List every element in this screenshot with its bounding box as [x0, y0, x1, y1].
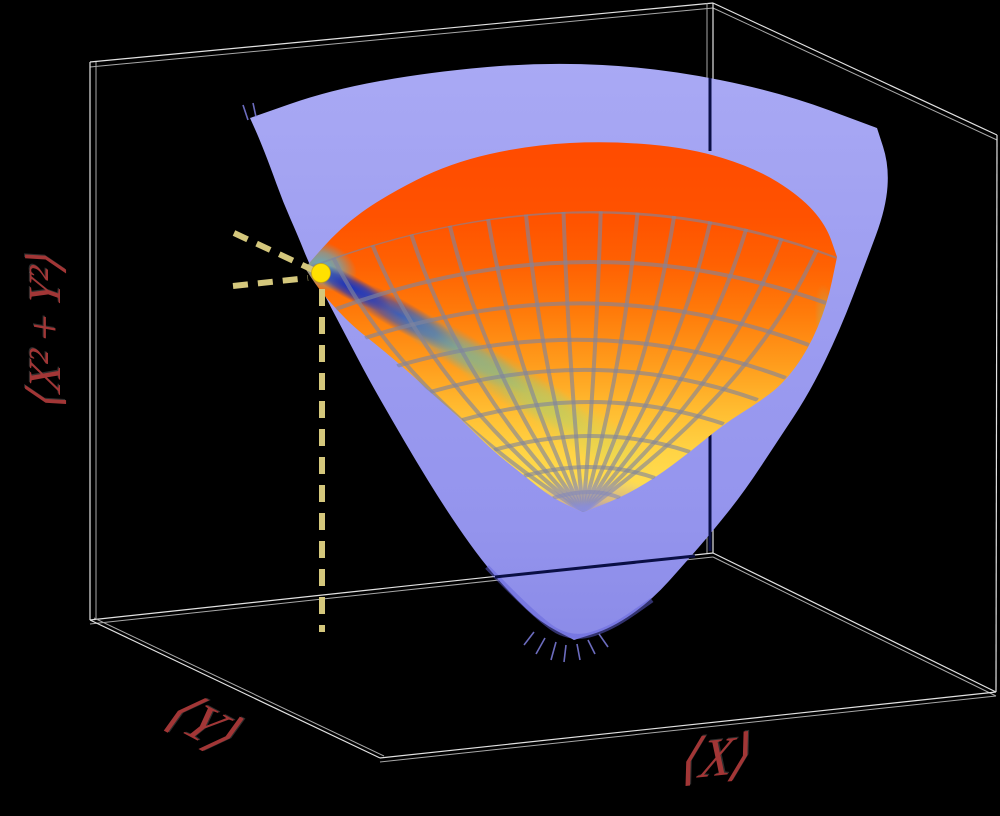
- marked-state-point: [311, 263, 331, 283]
- axes-box: [89, 2, 998, 763]
- box-edges-through-surface: [494, 78, 712, 579]
- surface-mesh: [305, 211, 837, 513]
- z-axis-label: ⟨X² + Y²⟩: [19, 248, 70, 412]
- x-axis-label: ⟨X⟩: [677, 723, 755, 792]
- guide-lines: [232, 230, 325, 632]
